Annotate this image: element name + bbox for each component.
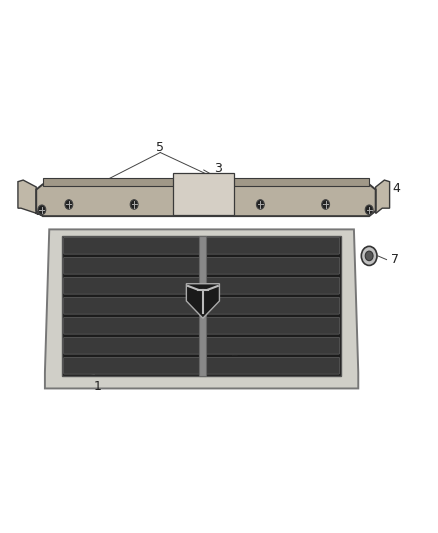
- Circle shape: [38, 205, 46, 215]
- Circle shape: [361, 246, 377, 265]
- FancyBboxPatch shape: [64, 257, 339, 274]
- FancyBboxPatch shape: [199, 236, 205, 376]
- Polygon shape: [43, 178, 369, 186]
- Circle shape: [322, 200, 329, 209]
- Polygon shape: [173, 173, 234, 215]
- Text: 5: 5: [156, 141, 164, 154]
- Text: 2: 2: [230, 346, 238, 359]
- FancyBboxPatch shape: [64, 277, 339, 294]
- Polygon shape: [18, 180, 45, 216]
- FancyBboxPatch shape: [64, 237, 339, 254]
- Circle shape: [130, 200, 138, 209]
- Polygon shape: [186, 284, 219, 318]
- Polygon shape: [45, 229, 358, 389]
- FancyBboxPatch shape: [64, 297, 339, 314]
- Circle shape: [256, 200, 264, 209]
- Polygon shape: [36, 184, 376, 216]
- FancyBboxPatch shape: [64, 337, 339, 354]
- FancyBboxPatch shape: [64, 317, 339, 334]
- Text: 3: 3: [214, 163, 222, 175]
- Text: 7: 7: [391, 253, 399, 266]
- Polygon shape: [376, 180, 390, 214]
- Text: 4: 4: [17, 182, 25, 195]
- Polygon shape: [62, 236, 341, 376]
- Text: 4: 4: [392, 182, 400, 195]
- FancyBboxPatch shape: [64, 357, 339, 374]
- Circle shape: [365, 205, 373, 215]
- Circle shape: [365, 251, 373, 261]
- Text: 1: 1: [93, 381, 101, 393]
- Circle shape: [65, 200, 73, 209]
